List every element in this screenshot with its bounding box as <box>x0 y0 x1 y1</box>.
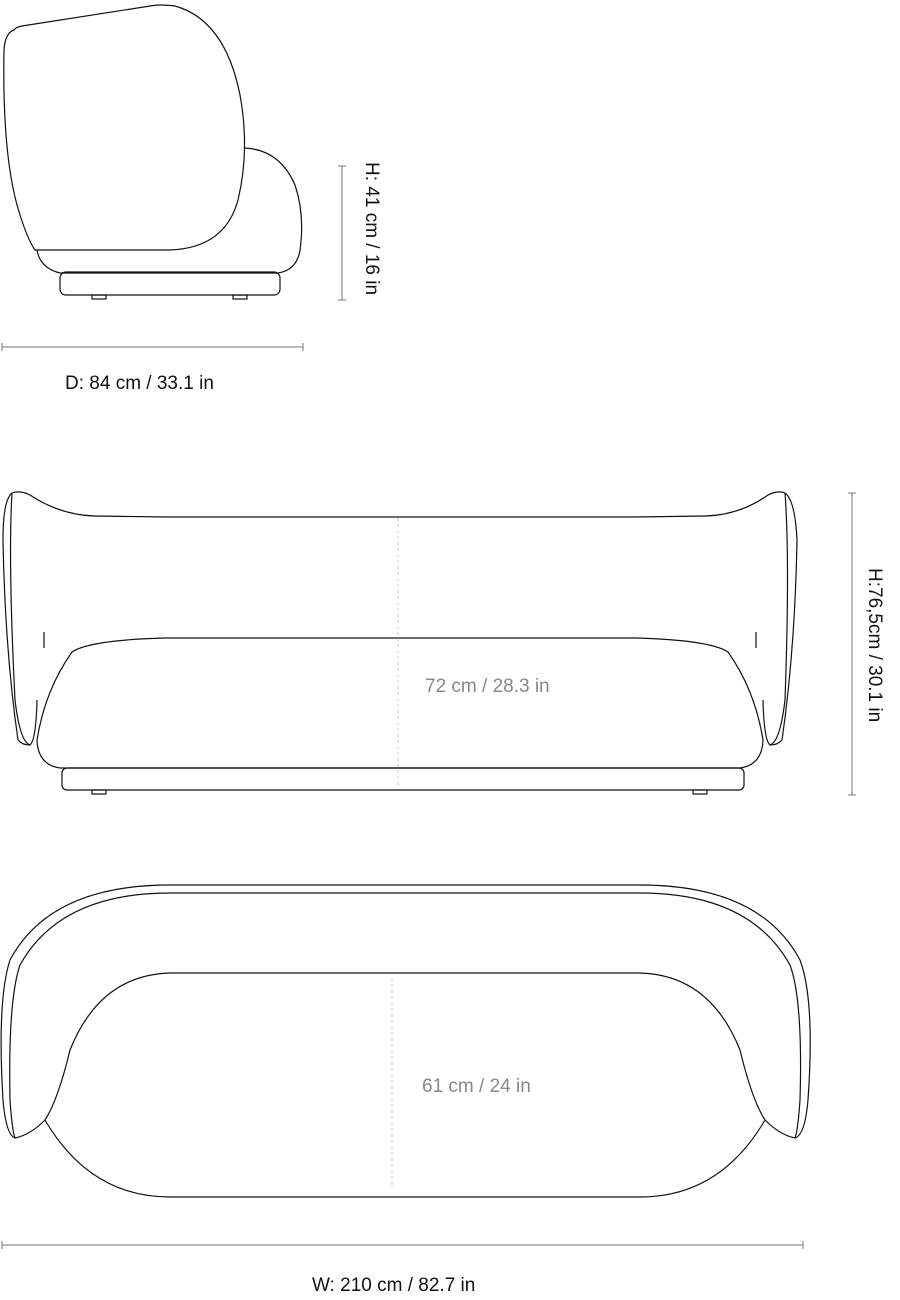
front-view <box>2 491 856 796</box>
front-left-arm-inner <box>9 492 38 746</box>
side-seat-lip <box>36 249 278 274</box>
front-left-arm <box>2 491 166 746</box>
side-backrest <box>3 4 246 251</box>
front-base <box>61 767 745 791</box>
top-seat-depth-label: 61 cm / 24 in <box>422 1076 531 1097</box>
front-seat-cushion <box>36 637 764 769</box>
side-seat-cushion <box>244 147 303 274</box>
side-foot-right <box>232 294 248 300</box>
top-view <box>0 884 811 1249</box>
top-width-dimension-line <box>1 1241 804 1249</box>
top-outer-shell <box>0 884 811 1139</box>
front-right-arm-inner <box>762 492 789 746</box>
top-inner-shell <box>9 892 802 1139</box>
top-width-label: W: 210 cm / 82.7 in <box>312 1275 476 1296</box>
front-right-arm <box>634 491 798 746</box>
front-height-dimension-line <box>848 492 856 796</box>
front-foot-right <box>692 789 708 795</box>
side-foot-left <box>91 294 107 300</box>
side-depth-label: D: 84 cm / 33.1 in <box>65 373 214 394</box>
front-seat-height-label: 72 cm / 28.3 in <box>425 676 550 697</box>
side-height-dimension-line <box>338 165 346 301</box>
front-height-label: H:76,5cm / 30.1 in <box>864 568 885 723</box>
side-height-label: H: 41 cm / 16 in <box>361 162 382 296</box>
side-view <box>1 4 346 351</box>
top-seat <box>44 972 766 1198</box>
front-foot-left <box>91 789 107 795</box>
side-depth-dimension-line <box>1 343 304 351</box>
side-base <box>59 271 281 296</box>
